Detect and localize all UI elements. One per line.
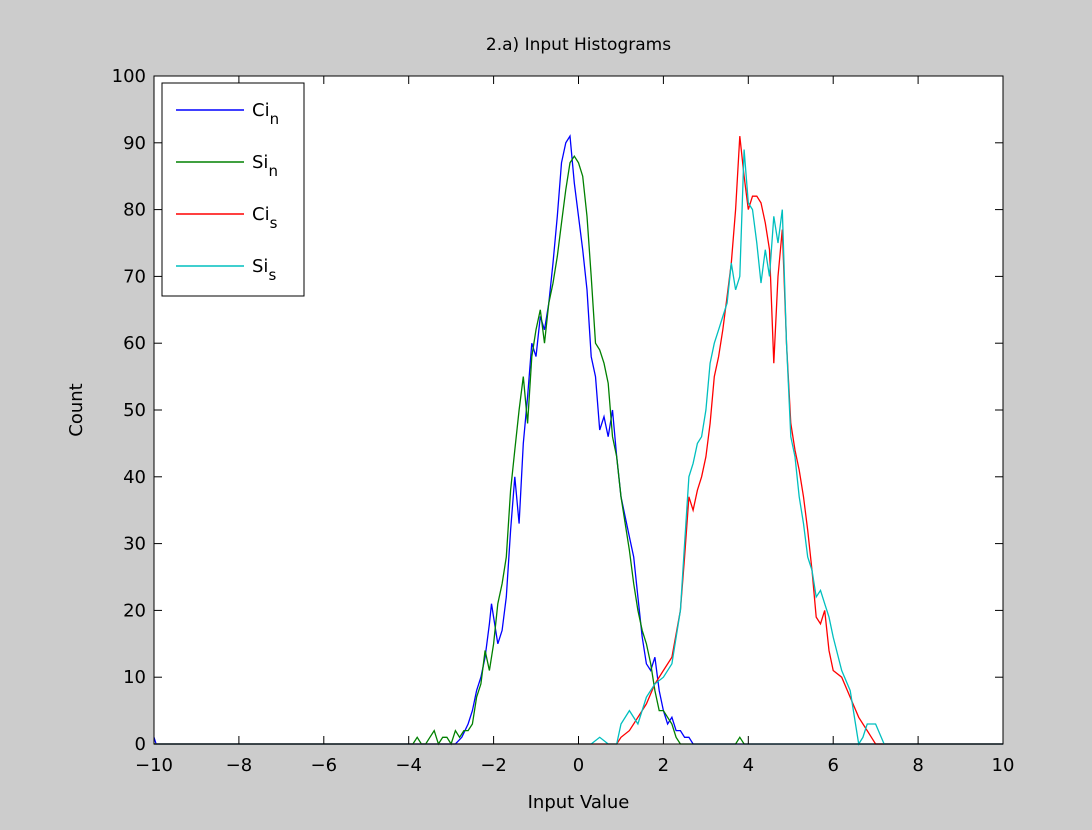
series-layer <box>153 134 1003 746</box>
legend-label: Sis <box>252 256 276 284</box>
y-axis-label: Count <box>66 383 87 436</box>
y-tick-label: 50 <box>123 400 146 421</box>
x-tick-label: 2 <box>658 755 669 776</box>
x-tick-label: 0 <box>573 755 584 776</box>
legend: Cin Sin Cis Sis <box>161 82 305 297</box>
series-line-si-n <box>154 154 1003 746</box>
legend-label: Cin <box>252 100 279 128</box>
y-tick-label: 10 <box>123 667 146 688</box>
series-line-si-s <box>154 149 1003 746</box>
x-tick-label: −8 <box>226 755 253 776</box>
y-tick-label: 30 <box>123 534 146 555</box>
y-tick-label: 0 <box>135 734 146 755</box>
x-tick-label: −2 <box>480 755 507 776</box>
x-tick-label: −10 <box>135 755 173 776</box>
legend-label: Sin <box>252 152 278 180</box>
x-axis-label: Input Value <box>528 792 630 813</box>
x-tick-label: 8 <box>912 755 923 776</box>
y-tick-label: 40 <box>123 467 146 488</box>
y-tick-label: 100 <box>112 66 146 87</box>
y-tick-label: 60 <box>123 333 146 354</box>
y-tick-label: 20 <box>123 600 146 621</box>
legend-box <box>161 82 305 297</box>
x-tick-label: 10 <box>992 755 1015 776</box>
chart-title: 2.a) Input Histograms <box>486 35 671 55</box>
legend-label: Cis <box>252 204 278 232</box>
y-tick-label: 70 <box>123 266 146 287</box>
plot-frame <box>153 75 1004 745</box>
y-tick-label: 80 <box>123 200 146 221</box>
x-tick-label: −6 <box>311 755 338 776</box>
x-tick-label: 6 <box>827 755 838 776</box>
x-tick-label: 4 <box>743 755 754 776</box>
x-tick-label: −4 <box>395 755 422 776</box>
y-tick-label: 90 <box>123 133 146 154</box>
